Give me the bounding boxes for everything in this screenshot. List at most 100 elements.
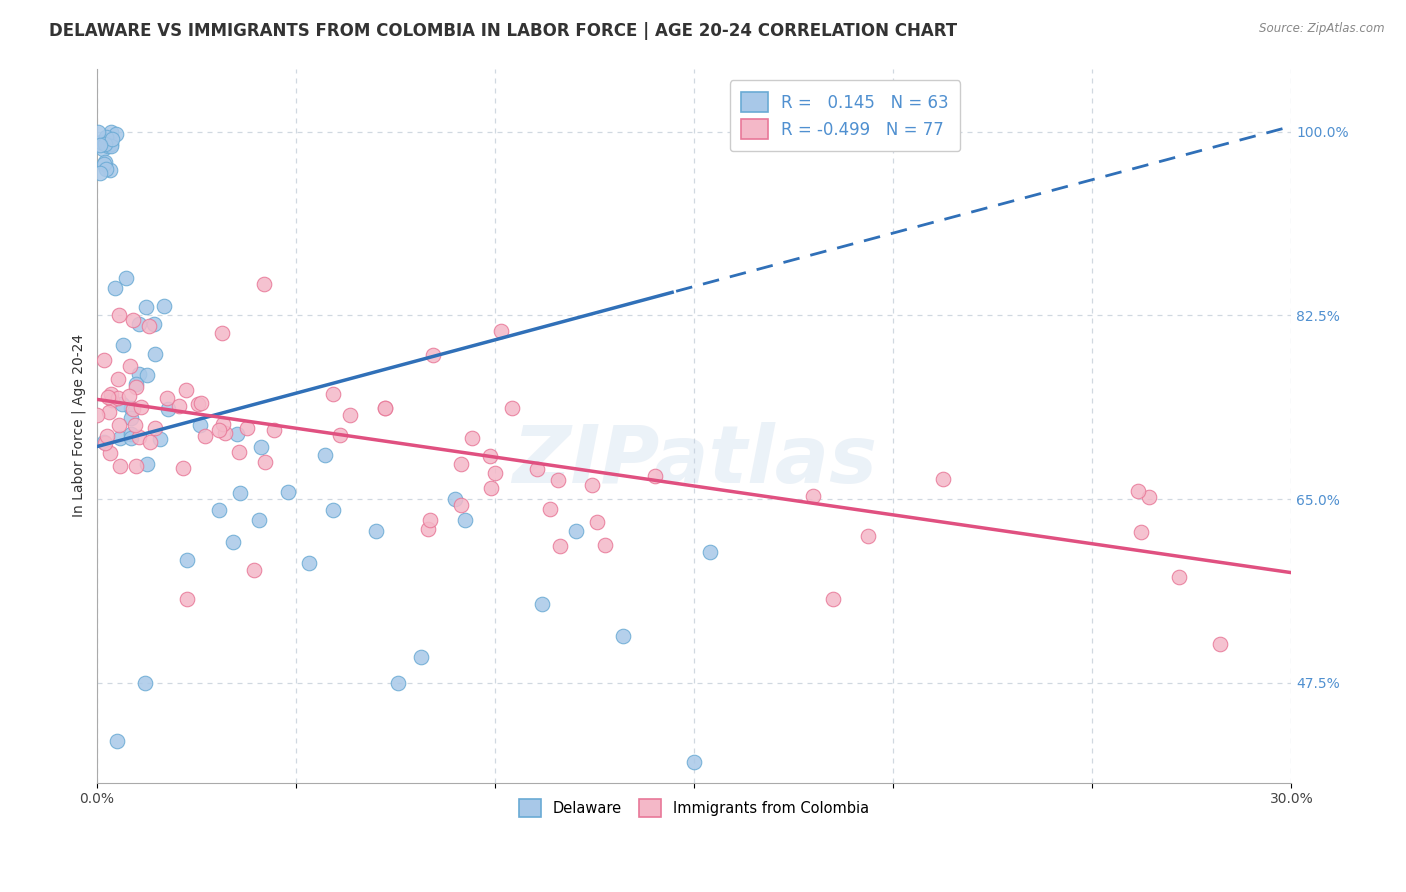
Point bbox=[100, 162, 122, 177]
Point bbox=[612, 629, 634, 643]
Point bbox=[683, 755, 706, 769]
Point bbox=[479, 481, 502, 495]
Point bbox=[581, 478, 603, 492]
Point bbox=[329, 428, 352, 442]
Point bbox=[120, 427, 142, 442]
Point bbox=[277, 484, 299, 499]
Point bbox=[243, 563, 266, 577]
Point bbox=[121, 312, 143, 326]
Point bbox=[136, 368, 159, 382]
Point bbox=[149, 432, 172, 446]
Point bbox=[120, 431, 142, 445]
Point bbox=[111, 338, 134, 352]
Point bbox=[108, 418, 131, 433]
Point bbox=[931, 471, 953, 485]
Point bbox=[263, 423, 285, 437]
Point bbox=[105, 127, 128, 141]
Point bbox=[93, 157, 115, 171]
Point bbox=[174, 383, 197, 397]
Point bbox=[208, 502, 231, 516]
Point bbox=[801, 489, 824, 503]
Point bbox=[96, 130, 118, 145]
Point bbox=[129, 401, 152, 415]
Point bbox=[97, 139, 120, 153]
Point bbox=[484, 466, 506, 480]
Point bbox=[93, 352, 115, 367]
Point bbox=[107, 391, 129, 405]
Point bbox=[153, 300, 176, 314]
Point bbox=[339, 408, 361, 422]
Point bbox=[211, 326, 233, 341]
Point bbox=[139, 434, 162, 449]
Point bbox=[501, 401, 523, 415]
Point bbox=[387, 676, 409, 690]
Point bbox=[128, 317, 150, 331]
Point bbox=[253, 455, 276, 469]
Point bbox=[91, 143, 114, 157]
Point bbox=[98, 405, 121, 419]
Point bbox=[93, 435, 115, 450]
Point bbox=[699, 544, 721, 558]
Point bbox=[118, 359, 141, 373]
Point bbox=[167, 399, 190, 413]
Point bbox=[176, 553, 198, 567]
Point bbox=[322, 387, 344, 401]
Point bbox=[125, 458, 148, 473]
Point bbox=[454, 513, 477, 527]
Point bbox=[547, 474, 569, 488]
Point bbox=[222, 535, 245, 549]
Point bbox=[89, 166, 111, 180]
Point bbox=[444, 492, 467, 507]
Point bbox=[538, 502, 561, 516]
Point bbox=[194, 429, 217, 443]
Point bbox=[214, 426, 236, 441]
Y-axis label: In Labor Force | Age 20-24: In Labor Force | Age 20-24 bbox=[72, 334, 86, 517]
Point bbox=[143, 317, 166, 331]
Point bbox=[87, 125, 110, 139]
Point bbox=[298, 556, 321, 570]
Point bbox=[143, 421, 166, 435]
Point bbox=[120, 410, 142, 425]
Point bbox=[94, 161, 117, 176]
Point bbox=[1128, 483, 1150, 498]
Point bbox=[93, 155, 115, 169]
Point bbox=[120, 401, 142, 416]
Point bbox=[236, 421, 259, 435]
Point bbox=[565, 524, 588, 538]
Point bbox=[373, 401, 395, 415]
Point bbox=[108, 458, 131, 473]
Point bbox=[422, 348, 444, 362]
Point bbox=[229, 485, 252, 500]
Point bbox=[86, 408, 108, 422]
Text: Source: ZipAtlas.com: Source: ZipAtlas.com bbox=[1260, 22, 1385, 36]
Point bbox=[105, 733, 128, 747]
Point bbox=[107, 372, 129, 386]
Point bbox=[89, 138, 111, 153]
Point bbox=[586, 515, 609, 529]
Point bbox=[156, 402, 179, 417]
Point bbox=[314, 448, 336, 462]
Point bbox=[98, 446, 121, 460]
Point bbox=[97, 390, 120, 404]
Point bbox=[856, 529, 879, 543]
Point bbox=[101, 393, 124, 408]
Point bbox=[134, 300, 156, 314]
Point bbox=[479, 449, 502, 463]
Point bbox=[125, 380, 148, 394]
Point bbox=[111, 396, 134, 410]
Point bbox=[461, 431, 484, 445]
Point bbox=[128, 367, 150, 381]
Point bbox=[1137, 490, 1160, 504]
Point bbox=[100, 136, 122, 151]
Point bbox=[548, 539, 571, 553]
Point bbox=[110, 431, 132, 445]
Point bbox=[114, 270, 136, 285]
Point bbox=[526, 461, 548, 475]
Point bbox=[108, 308, 131, 322]
Point bbox=[489, 324, 512, 338]
Point bbox=[187, 397, 209, 411]
Point bbox=[530, 597, 553, 611]
Point bbox=[136, 457, 159, 471]
Point bbox=[90, 135, 112, 149]
Point bbox=[247, 513, 270, 527]
